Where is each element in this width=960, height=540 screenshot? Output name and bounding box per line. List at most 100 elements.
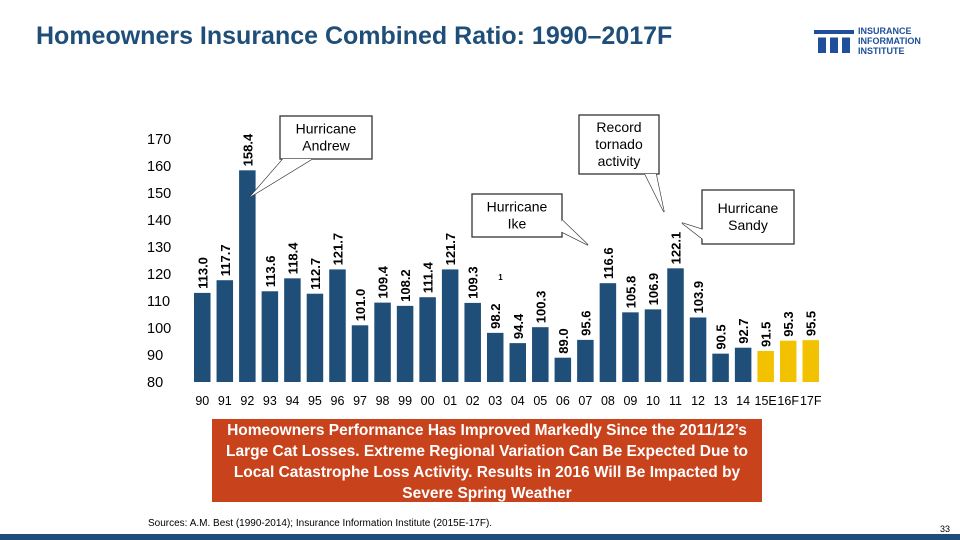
x-tick-label: 98 [376, 394, 390, 408]
bar-93 [261, 291, 279, 382]
y-tick-label: 160 [147, 159, 171, 175]
x-tick-label: 94 [285, 394, 299, 408]
x-tick-label: 06 [556, 394, 570, 408]
x-tick-label: 93 [263, 394, 277, 408]
x-tick-label: 08 [601, 394, 615, 408]
x-tick-label: 97 [353, 394, 367, 408]
x-tick-label: 04 [511, 394, 525, 408]
iii-logo: INSURANCE INFORMATION INSTITUTE [814, 26, 948, 60]
bar-01 [441, 269, 459, 382]
bar-08 [599, 283, 617, 382]
bar-95 [306, 293, 324, 382]
value-label-98: 109.4 [376, 265, 391, 298]
value-label-15E: 91.5 [759, 322, 774, 347]
x-tick-label: 13 [714, 394, 728, 408]
value-label-06: 89.0 [556, 328, 571, 353]
x-tick-label: 07 [578, 394, 592, 408]
value-label-96: 121.7 [330, 233, 345, 266]
value-label-90: 113.0 [195, 257, 210, 289]
value-label-04: 94.4 [511, 313, 526, 339]
x-tick-label: 95 [308, 394, 322, 408]
y-tick-label: 120 [147, 267, 171, 283]
callout-line: tornado [595, 136, 643, 152]
callout-line: Sandy [728, 217, 768, 233]
logo-line-1: INSURANCE [858, 26, 912, 36]
callout-line: Hurricane [487, 199, 548, 215]
bar-00 [419, 297, 436, 382]
y-tick-label: 110 [147, 294, 170, 310]
x-tick-label: 16F [777, 394, 799, 408]
callout-pointer-fill [645, 174, 664, 212]
bar-91 [216, 280, 234, 382]
value-label-13: 90.5 [714, 324, 729, 349]
y-tick-label: 100 [147, 321, 171, 337]
value-label-94: 118.4 [285, 242, 300, 275]
bar-12 [689, 317, 707, 382]
value-label-93: 113.6 [263, 255, 278, 287]
callout-box [701, 189, 795, 245]
y-tick-label: 150 [147, 186, 171, 202]
callout-pointer-fill [558, 220, 588, 245]
bar-13 [712, 353, 729, 382]
callout-box [578, 114, 660, 175]
bar-16F [779, 340, 797, 382]
value-label-16F: 95.3 [781, 311, 796, 336]
y-tick-label: 130 [147, 240, 171, 256]
value-label-99: 108.2 [398, 269, 413, 302]
bar-04 [509, 343, 527, 382]
value-label-05: 100.3 [533, 291, 548, 324]
value-label-09: 105.8 [623, 276, 638, 309]
value-label-07: 95.6 [578, 311, 593, 336]
bottom-bar [0, 534, 960, 540]
bar-92 [239, 170, 256, 382]
bar-15E [757, 350, 774, 382]
x-tick-label: 90 [195, 394, 209, 408]
bar-99 [396, 305, 414, 382]
value-label-11: 122.1 [669, 232, 684, 265]
source-note: Sources: A.M. Best (1990-2014); Insuranc… [148, 518, 493, 529]
bar-09 [622, 312, 639, 382]
value-label-95: 112.7 [308, 258, 323, 290]
bar-07 [577, 339, 594, 382]
bar-14 [734, 347, 752, 382]
bar-06 [554, 357, 572, 382]
bar-02 [464, 302, 481, 382]
value-label-92: 158.4 [240, 133, 255, 166]
callout-line: Ike [508, 216, 527, 232]
bar-11 [667, 268, 684, 382]
value-label-97: 101.0 [353, 289, 368, 322]
y-tick-label: 140 [147, 213, 171, 229]
x-tick-label: 92 [240, 394, 254, 408]
value-label-02: 109.3 [466, 266, 481, 299]
bar-05 [532, 327, 549, 382]
x-tick-label: 91 [218, 394, 232, 408]
callout-box [471, 193, 563, 238]
x-tick-label: 00 [421, 394, 435, 408]
value-label-14: 92.7 [736, 318, 751, 343]
value-label-17F: 95.5 [804, 311, 819, 336]
value-label-01: 121.7 [443, 233, 458, 266]
page-title: Homeowners Insurance Combined Ratio: 199… [36, 22, 673, 50]
x-tick-label: 96 [331, 394, 345, 408]
x-tick-label: 05 [533, 394, 547, 408]
x-tick-label: 14 [736, 394, 750, 408]
bar-90 [194, 292, 211, 382]
stray-mark: 1 [498, 273, 503, 282]
iii-logo-icon [814, 30, 854, 53]
callout-box [279, 115, 373, 160]
callout-pointer-fill [682, 223, 704, 240]
x-tick-label: 17F [800, 394, 822, 408]
page-number: 33 [940, 524, 951, 534]
bar-03 [486, 332, 504, 382]
x-tick-label: 15E [755, 394, 777, 408]
x-tick-label: 03 [488, 394, 502, 408]
callout-line: Hurricane [296, 121, 357, 137]
x-tick-label: 02 [466, 394, 480, 408]
bar-94 [284, 278, 301, 382]
logo-line-2: INFORMATION [858, 36, 921, 46]
bar-96 [329, 269, 346, 382]
